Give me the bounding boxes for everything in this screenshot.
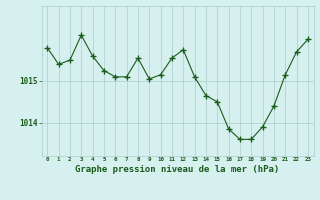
X-axis label: Graphe pression niveau de la mer (hPa): Graphe pression niveau de la mer (hPa)	[76, 165, 280, 174]
